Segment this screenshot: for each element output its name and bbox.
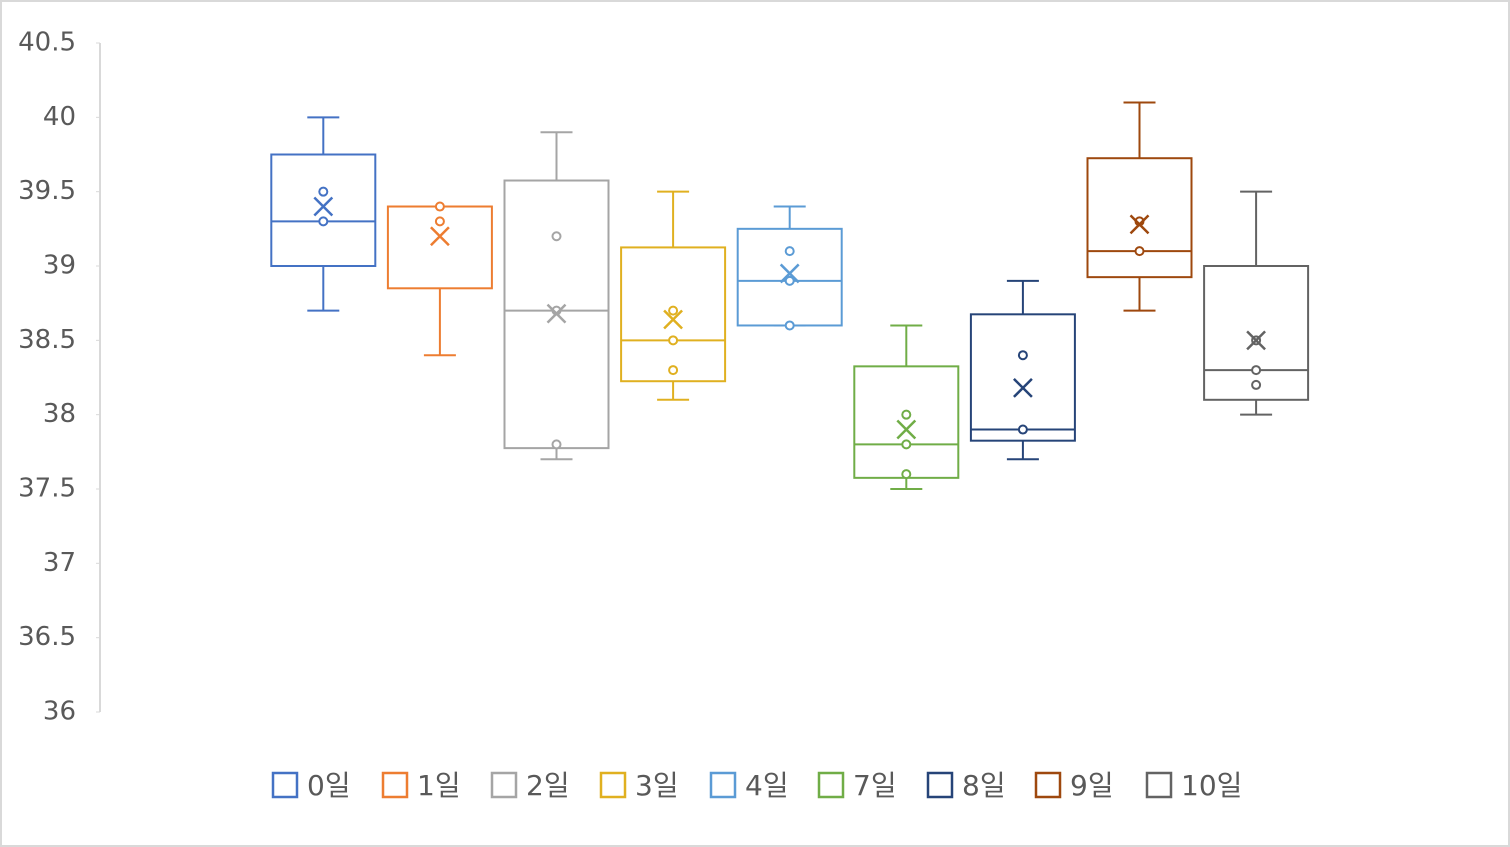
legend-marker: [1034, 771, 1062, 799]
legend-marker: [271, 771, 299, 799]
data-point: [784, 246, 795, 257]
legend-label: 3일: [635, 769, 679, 802]
y-tick-label: 36: [43, 697, 76, 727]
data-point: [1134, 246, 1145, 257]
data-point: [434, 216, 445, 227]
y-tick-label: 37: [43, 548, 76, 578]
legend-label: 2일: [526, 769, 570, 802]
data-point: [551, 439, 562, 450]
y-tick-label: 39.5: [18, 176, 76, 206]
data-point: [318, 216, 329, 227]
mean-marker: [779, 263, 800, 284]
data-point: [434, 201, 445, 212]
legend-label: 10일: [1181, 769, 1242, 802]
legend-label: 0일: [307, 769, 351, 802]
legend-marker: [926, 771, 954, 799]
legend-label: 4일: [745, 769, 789, 802]
mean-marker: [1129, 214, 1150, 235]
data-point: [1251, 365, 1262, 376]
data-point: [784, 320, 795, 331]
data-point: [318, 186, 329, 197]
data-point: [784, 275, 795, 286]
legend-marker: [490, 771, 518, 799]
legend-label: 9일: [1070, 769, 1114, 802]
mean-marker: [1246, 330, 1266, 351]
box: [1086, 157, 1193, 279]
y-tick-label: 37.5: [18, 474, 76, 504]
data-point: [551, 231, 562, 242]
mean-marker: [546, 303, 567, 324]
legend-marker: [817, 771, 845, 799]
box: [620, 246, 727, 383]
legend-label: 7일: [853, 769, 897, 802]
data-point: [668, 305, 679, 316]
mean-marker: [896, 419, 917, 440]
box: [1203, 265, 1310, 401]
y-tick-label: 36.5: [18, 622, 76, 652]
data-point: [1017, 350, 1028, 361]
legend-label: 1일: [417, 769, 461, 802]
legend-marker: [599, 771, 627, 799]
mean-marker: [430, 226, 450, 247]
legend-marker: [381, 771, 409, 799]
data-point: [1017, 424, 1028, 435]
legend-marker: [1145, 771, 1173, 799]
mean-marker: [313, 196, 334, 217]
legend-label: 8일: [962, 769, 1006, 802]
data-point: [901, 439, 912, 450]
mean-marker: [1013, 378, 1033, 398]
box: [270, 153, 377, 267]
box: [969, 313, 1076, 442]
y-tick-label: 40.5: [18, 28, 76, 58]
y-tick-label: 40: [43, 102, 76, 132]
legend-marker: [709, 771, 737, 799]
y-tick-label: 39: [43, 251, 76, 281]
data-point: [901, 469, 912, 480]
data-point: [901, 409, 912, 420]
data-point: [1251, 379, 1262, 390]
y-tick-label: 38.5: [18, 325, 76, 355]
mean-marker: [663, 309, 683, 330]
data-point: [668, 365, 679, 376]
data-point: [668, 335, 679, 346]
y-tick-label: 38: [43, 399, 76, 429]
